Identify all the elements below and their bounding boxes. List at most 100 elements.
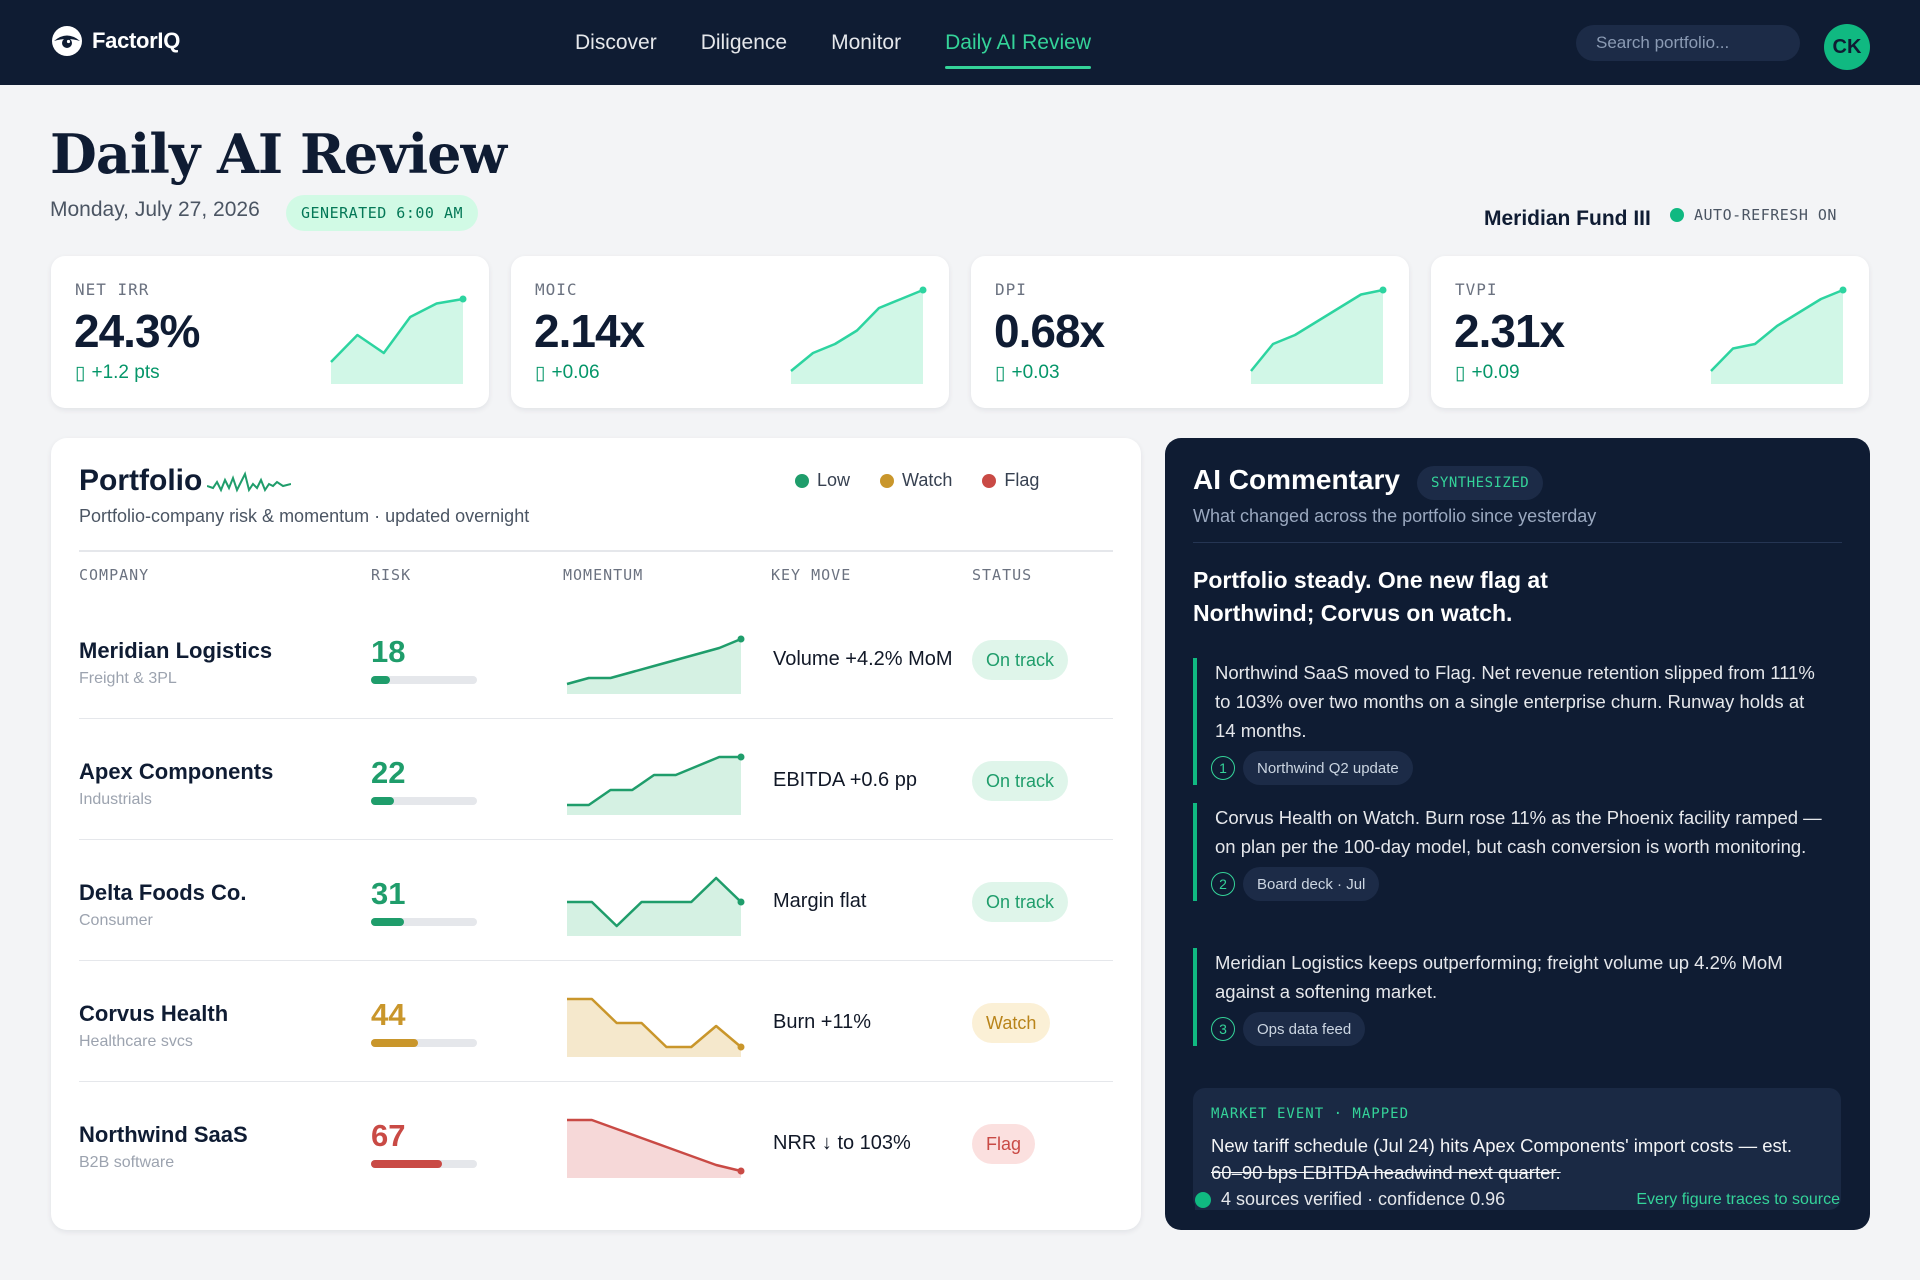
- avatar[interactable]: CK: [1824, 24, 1870, 70]
- kpi-delta-value: +0.03: [1011, 362, 1060, 383]
- verification-status: 4 sources verified · confidence 0.96: [1195, 1189, 1514, 1210]
- table-row[interactable]: Apex Components Industrials 22 EBITDA +0…: [79, 719, 1113, 840]
- sparkline-line: [1710, 288, 1844, 372]
- sparkline-area: [567, 757, 741, 815]
- source-chip[interactable]: Northwind Q2 update: [1243, 751, 1413, 785]
- top-nav: FactorIQ Discover Diligence Monitor Dail…: [0, 0, 1920, 85]
- status-badge[interactable]: Flag: [972, 1124, 1036, 1164]
- sparkline-end-dot: [459, 295, 467, 303]
- nav-discover[interactable]: Discover: [575, 30, 657, 54]
- note-source: 1 Northwind Q2 update: [1211, 751, 1823, 785]
- col-header-momentum[interactable]: MOMENTUM: [563, 566, 644, 584]
- logo-icon: [52, 26, 82, 56]
- ai-headline: Portfolio steady. One new flag at Northw…: [1193, 567, 1548, 626]
- key-move: Margin flat: [773, 890, 867, 912]
- table-row[interactable]: Northwind SaaS B2B software 67 NRR ↓ to …: [79, 1082, 1113, 1203]
- kpi-delta: ▯ +0.09: [1455, 362, 1520, 385]
- company-name[interactable]: Delta Foods Co.: [79, 880, 247, 905]
- sparkline-end-dot: [919, 286, 927, 294]
- table-row[interactable]: Meridian Logistics Freight & 3PL 18 Volu…: [79, 598, 1113, 719]
- pulse-icon: [207, 471, 291, 493]
- nav-monitor[interactable]: Monitor: [831, 30, 902, 54]
- citation-number-icon: 2: [1211, 872, 1235, 896]
- momentum-sparkline: [567, 753, 745, 815]
- risk-bar-fill: [371, 918, 404, 926]
- arrow-up-icon: ▯: [75, 363, 86, 384]
- risk-score: 18: [371, 634, 406, 669]
- auto-refresh-indicator[interactable]: AUTO-REFRESH ON: [1670, 206, 1837, 224]
- nav-daily-ai-review[interactable]: Daily AI Review: [945, 0, 1091, 85]
- kpi-delta-value: +0.09: [1471, 362, 1520, 383]
- risk-bar-fill: [371, 676, 391, 684]
- kpi-card-moic[interactable]: MOIC 2.14x ▯ +0.06: [511, 256, 949, 408]
- company-name[interactable]: Apex Components: [79, 759, 274, 784]
- search-input[interactable]: [1576, 25, 1800, 61]
- risk-bar-fill: [371, 1160, 443, 1168]
- verification-text: 4 sources verified · confidence 0.96: [1221, 1189, 1506, 1209]
- key-move: NRR ↓ to 103%: [773, 1132, 911, 1154]
- kpi-delta: ▯ +1.2 pts: [75, 362, 160, 385]
- arrow-up-icon: ▯: [995, 363, 1006, 384]
- risk-bar-fill: [371, 1039, 418, 1047]
- fund-name[interactable]: Meridian Fund III: [1484, 207, 1651, 230]
- key-move: EBITDA +0.6 pp: [773, 769, 917, 791]
- momentum-sparkline: [567, 997, 745, 1057]
- sparkline-line: [1250, 288, 1384, 372]
- momentum-sparkline: [567, 876, 745, 936]
- kpi-sparkline: [790, 286, 927, 384]
- sparkline-area: [567, 878, 741, 936]
- risk-bar: [371, 1039, 477, 1047]
- source-chip[interactable]: Board deck · Jul: [1243, 867, 1380, 901]
- nav-diligence[interactable]: Diligence: [700, 30, 788, 54]
- company-sector: Industrials: [79, 791, 152, 808]
- synthesized-badge: SYNTHESIZED: [1417, 466, 1544, 500]
- company-name[interactable]: Corvus Health: [79, 1001, 229, 1026]
- kpi-label: DPI: [995, 280, 1027, 299]
- note-text: Corvus Health on Watch. Burn rose 11% as…: [1215, 807, 1822, 857]
- sparkline-end-dot: [1379, 286, 1387, 294]
- status-badge[interactable]: On track: [972, 761, 1069, 801]
- ai-commentary-panel: AI Commentary SYNTHESIZED What changed a…: [1165, 438, 1870, 1230]
- risk-legend: Low Watch Flag: [795, 470, 1039, 491]
- arrow-up-icon: ▯: [1455, 363, 1466, 384]
- trace-to-source-link[interactable]: Every figure traces to source: [1636, 1191, 1840, 1208]
- status-badge[interactable]: On track: [972, 640, 1069, 680]
- kpi-card-dpi[interactable]: DPI 0.68x ▯ +0.03: [971, 256, 1409, 408]
- col-header-company[interactable]: COMPANY: [79, 566, 150, 584]
- company-name[interactable]: Northwind SaaS: [79, 1122, 248, 1147]
- col-header-key-move[interactable]: KEY MOVE: [771, 566, 852, 584]
- status-badge[interactable]: On track: [972, 882, 1069, 922]
- status-badge[interactable]: Watch: [972, 1003, 1051, 1043]
- nav-links: Discover Diligence Monitor Daily AI Revi…: [575, 0, 1091, 85]
- kpi-label: NET IRR: [75, 280, 150, 299]
- company-sector: Healthcare svcs: [79, 1033, 193, 1050]
- risk-bar-fill: [371, 797, 395, 805]
- col-header-risk[interactable]: RISK: [371, 566, 412, 584]
- sparkline-line: [567, 755, 741, 807]
- table-row[interactable]: Corvus Health Healthcare svcs 44 Burn +1…: [79, 961, 1113, 1082]
- kpi-value: 2.31x: [1454, 305, 1565, 357]
- kpi-card-net-irr[interactable]: NET IRR 24.3% ▯ +1.2 pts: [51, 256, 489, 408]
- kpi-card-tvpi[interactable]: TVPI 2.31x ▯ +0.09: [1431, 256, 1869, 408]
- generated-badge: GENERATED 6:00 AM: [286, 195, 479, 231]
- sparkline-area: [331, 299, 463, 384]
- momentum-sparkline: [567, 1118, 745, 1178]
- note-text: Meridian Logistics keeps outperforming; …: [1215, 952, 1783, 1002]
- table-row[interactable]: Delta Foods Co. Consumer 31 Margin flat …: [79, 840, 1113, 961]
- ai-commentary-title: AI Commentary: [1193, 464, 1400, 495]
- sparkline-area: [791, 290, 923, 384]
- company-name[interactable]: Meridian Logistics: [79, 638, 273, 663]
- low-dot-icon: [795, 473, 809, 488]
- sparkline-end-dot: [737, 1043, 745, 1051]
- col-header-status[interactable]: STATUS: [972, 566, 1033, 584]
- auto-refresh-label: AUTO-REFRESH ON: [1694, 206, 1837, 224]
- legend-label: Watch: [902, 470, 953, 490]
- market-event-label: MARKET EVENT · MAPPED: [1211, 1106, 1410, 1122]
- sparkline-area: [567, 1120, 741, 1178]
- divider: [79, 550, 1113, 552]
- portfolio-panel: Portfolio Portfolio-company risk & momen…: [51, 438, 1141, 1230]
- sparkline-area: [1711, 290, 1843, 384]
- source-chip[interactable]: Ops data feed: [1243, 1012, 1366, 1046]
- key-move: Volume +4.2% MoM: [773, 648, 953, 670]
- brand[interactable]: FactorIQ: [50, 24, 180, 58]
